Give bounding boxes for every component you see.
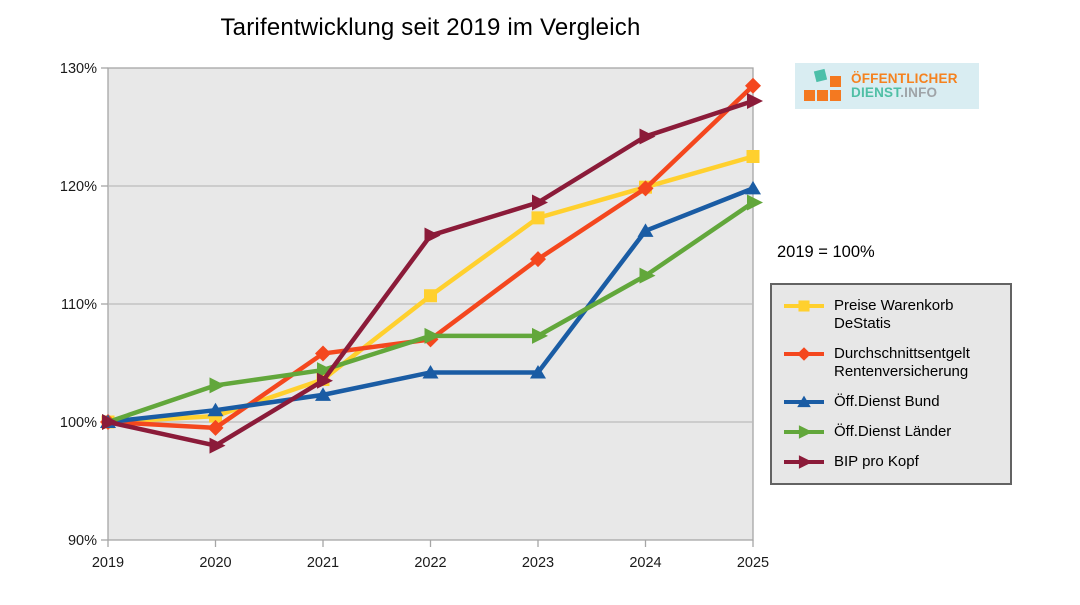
legend-marker-glyph xyxy=(798,455,813,469)
series-marker-1-1 xyxy=(207,419,224,436)
legend-label: Öff.Dienst Bund xyxy=(834,393,940,410)
logo-text: ÖFFENTLICHER DIENST.INFO xyxy=(851,70,958,100)
legend-marker-icon xyxy=(784,455,824,469)
series-marker-1-5 xyxy=(637,180,654,197)
logo-square-teal-icon xyxy=(813,68,828,83)
x-tick-label: 2024 xyxy=(629,555,661,571)
legend-label: BIP pro Kopf xyxy=(834,453,919,470)
y-tick-label: 110% xyxy=(61,297,97,313)
series-marker-4-5 xyxy=(639,128,656,145)
series-marker-2-2 xyxy=(315,387,331,401)
series-marker-3-5 xyxy=(639,267,656,284)
legend-label: Preise Warenkorb DeStatis xyxy=(834,297,954,332)
x-tick-label: 2019 xyxy=(92,555,124,571)
series-marker-4-4 xyxy=(532,194,548,211)
series-marker-2-6 xyxy=(745,180,761,195)
legend-item: Durchschnittsentgelt Rentenversicherung xyxy=(783,345,999,381)
legend-marker-icon xyxy=(784,347,824,361)
series-marker-4-3 xyxy=(424,227,441,244)
series-marker-3-6 xyxy=(747,194,763,211)
series-marker-3-4 xyxy=(532,327,548,344)
series-marker-3-1 xyxy=(209,377,226,394)
series-marker-4-2 xyxy=(317,372,333,389)
legend-item: BIP pro Kopf xyxy=(783,453,999,471)
site-logo[interactable]: ÖFFENTLICHER DIENST.INFO xyxy=(795,63,979,109)
logo-square-orange-icon xyxy=(804,90,815,101)
series-marker-1-2 xyxy=(315,345,331,362)
logo-line1: ÖFFENTLICHER xyxy=(851,70,958,86)
legend-item: Öff.Dienst Bund xyxy=(783,393,999,411)
x-tick-label: 2025 xyxy=(737,555,769,571)
y-tick-label: 100% xyxy=(60,415,97,431)
legend-label: Durchschnittsentgelt Rentenversicherung xyxy=(834,345,970,380)
series-marker-2-3 xyxy=(422,364,439,379)
legend-label: Öff.Dienst Länder xyxy=(834,423,952,440)
series-marker-4-0 xyxy=(102,414,118,430)
series-marker-2-4 xyxy=(530,364,546,379)
series-marker-1-6 xyxy=(745,77,761,94)
logo-squares-icon xyxy=(804,68,844,104)
legend-marker-glyph xyxy=(798,300,810,312)
logo-square-orange-icon xyxy=(817,90,828,101)
series-marker-4-1 xyxy=(209,437,226,454)
baseline-note: 2019 = 100% xyxy=(777,243,875,261)
legend-marker-glyph xyxy=(797,395,811,408)
series-marker-2-5 xyxy=(637,223,654,237)
series-marker-0-6 xyxy=(746,150,760,163)
series-marker-4-6 xyxy=(747,93,763,110)
x-tick-label: 2020 xyxy=(199,555,231,571)
logo-square-orange-icon xyxy=(830,76,841,87)
series-marker-2-1 xyxy=(207,402,224,417)
legend-marker-glyph xyxy=(797,347,811,361)
legend-marker-icon xyxy=(784,425,824,439)
x-tick-label: 2023 xyxy=(522,555,554,571)
series-marker-0-3 xyxy=(424,289,437,303)
series-marker-3-2 xyxy=(317,362,333,379)
series-marker-0-4 xyxy=(531,211,545,225)
y-tick-label: 120% xyxy=(60,179,97,195)
legend-marker-icon xyxy=(784,395,824,408)
x-tick-label: 2021 xyxy=(307,555,339,571)
y-tick-label: 130% xyxy=(60,61,97,77)
legend-item: Öff.Dienst Länder xyxy=(783,423,999,441)
logo-info: .INFO xyxy=(900,85,938,100)
chart-title: Tarifentwicklung seit 2019 im Vergleich xyxy=(220,14,641,41)
legend-marker-glyph xyxy=(798,425,813,439)
x-tick-label: 2022 xyxy=(414,555,446,571)
series-marker-1-4 xyxy=(530,251,546,268)
logo-dienst: DIENST xyxy=(851,85,901,100)
legend-marker-icon xyxy=(784,300,824,312)
chart-legend: Preise Warenkorb DeStatis Durchschnittsen… xyxy=(770,283,1012,485)
series-marker-3-3 xyxy=(424,327,441,344)
legend-item: Preise Warenkorb DeStatis xyxy=(783,297,999,333)
y-tick-label: 90% xyxy=(68,533,97,549)
logo-square-orange-icon xyxy=(830,90,841,101)
